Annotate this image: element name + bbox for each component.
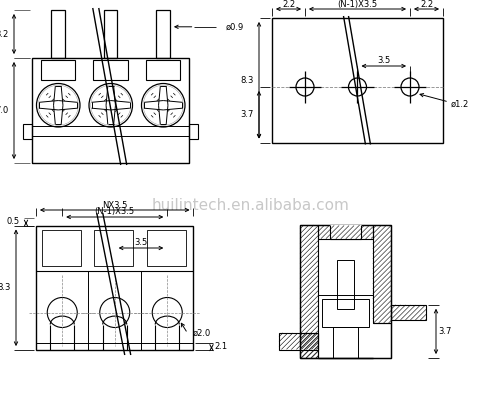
Bar [32,58,189,163]
Text: 7.0: 7.0 [0,106,9,115]
Bar [189,124,198,139]
Bar [318,239,372,295]
Text: ø1.2: ø1.2 [450,100,468,108]
Bar [300,333,318,358]
Text: 2.2: 2.2 [282,0,295,9]
Bar [32,136,189,163]
Bar [94,230,133,266]
Text: NX3.5: NX3.5 [102,201,127,210]
Bar [42,230,81,266]
Bar [390,305,425,320]
Text: 0.5: 0.5 [7,217,20,226]
Text: 2.2: 2.2 [419,0,432,9]
Bar [52,10,65,58]
Text: (N-1)X3.5: (N-1)X3.5 [95,206,135,216]
Bar [337,260,353,309]
Bar [322,299,368,327]
Text: 3.2: 3.2 [0,30,9,39]
Text: 3.7: 3.7 [240,110,254,119]
Bar [330,225,360,239]
Bar [147,230,186,266]
Bar [318,225,372,239]
Text: (N-1)X3.5: (N-1)X3.5 [337,0,377,9]
Bar [36,225,193,350]
Text: 3.5: 3.5 [134,238,147,247]
Bar [372,225,390,323]
Text: 8.3: 8.3 [0,283,11,292]
Text: huilintech.en.alibaba.com: huilintech.en.alibaba.com [152,197,349,212]
Bar [146,60,180,80]
Bar [279,333,318,349]
Bar [300,225,390,358]
Text: 3.5: 3.5 [376,56,390,65]
Bar [272,18,442,143]
Bar [104,10,117,58]
Text: 2.1: 2.1 [213,342,226,351]
Bar [156,10,170,58]
Bar [41,60,75,80]
Bar [300,225,318,358]
Bar [23,124,32,139]
Text: ø2.0: ø2.0 [192,329,210,338]
Text: 8.3: 8.3 [240,76,254,85]
Bar [93,60,128,80]
Text: ø0.9: ø0.9 [225,22,243,31]
Text: 3.7: 3.7 [437,327,451,336]
